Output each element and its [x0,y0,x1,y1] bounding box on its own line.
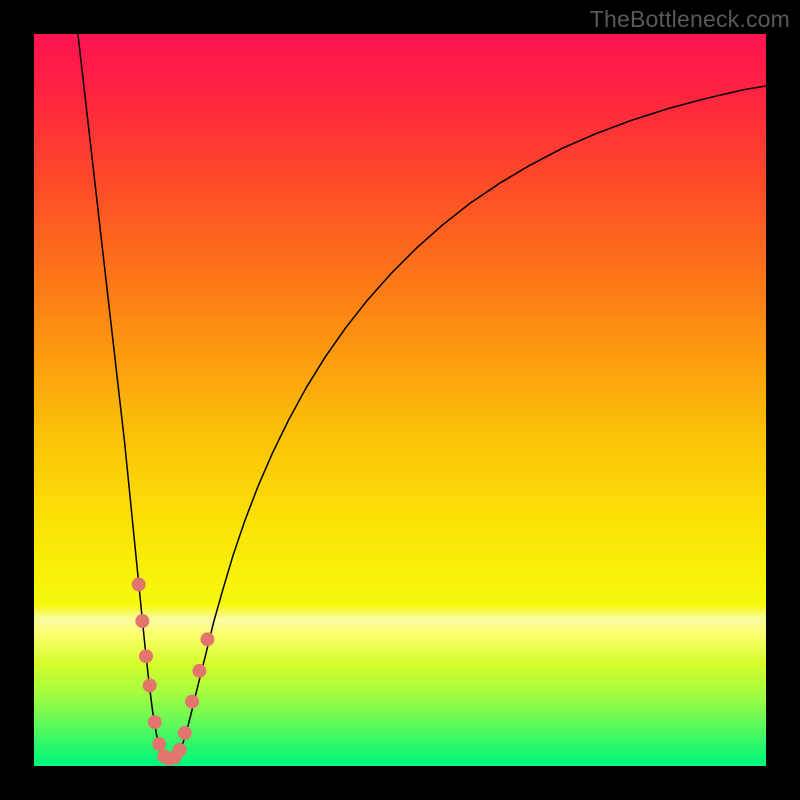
data-marker [148,716,161,729]
data-marker [173,743,186,756]
data-marker [136,615,149,628]
data-marker [140,650,153,663]
bottleneck-curve [78,34,766,762]
data-marker [132,578,145,591]
data-marker [143,679,156,692]
markers-group [132,578,214,765]
data-marker [201,633,214,646]
data-marker [153,738,166,751]
data-marker [178,727,191,740]
chart-container: TheBottleneck.com [0,0,800,800]
curve-layer [34,34,766,766]
watermark-label: TheBottleneck.com [590,6,790,33]
plot-area [34,34,766,766]
data-marker [186,695,199,708]
data-marker [193,664,206,677]
